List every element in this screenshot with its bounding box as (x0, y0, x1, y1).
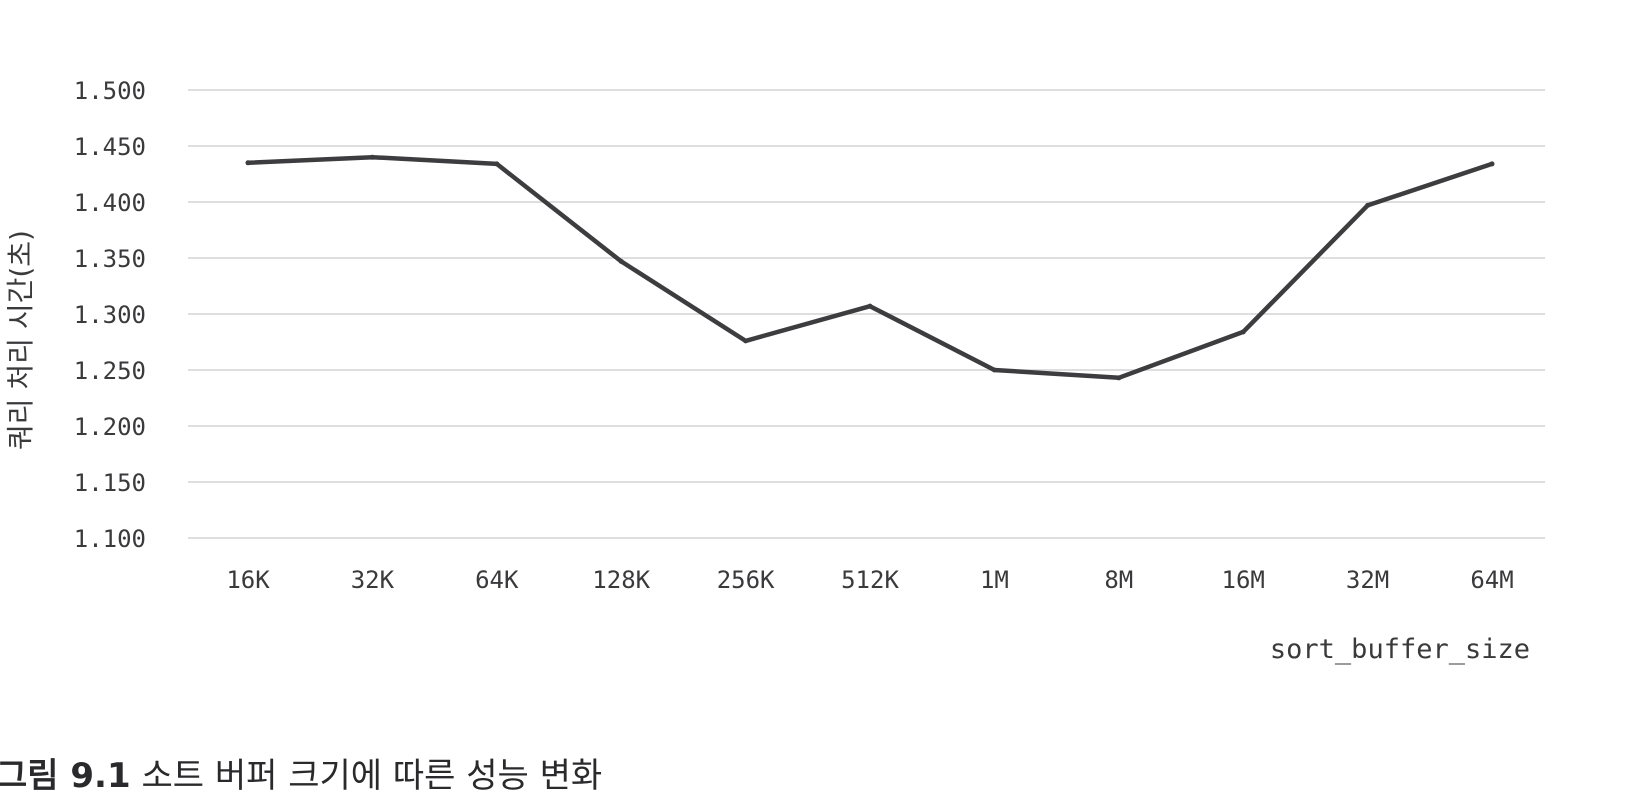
y-tick-label: 1.500 (74, 77, 146, 105)
x-axis-title: sort_buffer_size (1270, 634, 1530, 665)
x-tick-label: 32K (351, 566, 395, 594)
data-point (991, 367, 997, 373)
data-point (1365, 202, 1371, 208)
data-point (245, 160, 251, 166)
data-series (245, 154, 1495, 381)
x-tick-label: 32M (1346, 566, 1389, 594)
figure-caption: 그림 9.1 소트 버퍼 크기에 따른 성능 변화 (0, 748, 602, 797)
caption-label: 그림 9.1 (0, 756, 131, 796)
y-tick-label: 1.300 (74, 301, 146, 329)
data-point (1240, 329, 1246, 335)
data-point (494, 161, 500, 167)
data-point (867, 303, 873, 309)
y-axis-ticks: 1.500 1.450 1.400 1.350 1.300 1.250 1.200 1.150… (74, 77, 146, 553)
line-chart: 1.500 1.450 1.400 1.350 1.300 1.250 1.200 1.150… (4, 77, 1545, 665)
series-line (245, 154, 1495, 381)
data-point (1489, 161, 1495, 167)
x-tick-label: 64K (475, 566, 519, 594)
y-tick-label: 1.200 (74, 413, 146, 441)
data-point (743, 338, 749, 344)
x-tick-label: 16M (1222, 566, 1265, 594)
data-point (618, 258, 624, 264)
data-point (1116, 375, 1122, 381)
y-tick-label: 1.400 (74, 189, 146, 217)
x-axis-ticks: 16K 32K 64K 128K 256K 512K 1M 8M 16M 32M 64M (226, 566, 1513, 594)
x-tick-label: 16K (226, 566, 270, 594)
y-tick-label: 1.100 (74, 525, 146, 553)
y-tick-label: 1.150 (74, 469, 146, 497)
gridlines (188, 89, 1545, 539)
x-tick-label: 64M (1470, 566, 1513, 594)
x-tick-label: 1M (980, 566, 1009, 594)
caption-text: 소트 버퍼 크기에 따른 성능 변화 (141, 756, 603, 796)
x-tick-label: 8M (1104, 566, 1133, 594)
y-axis-title: 쿼리 처리 시간(초) (4, 230, 37, 450)
data-point (369, 154, 375, 160)
x-tick-label: 128K (592, 566, 650, 594)
y-tick-label: 1.250 (74, 357, 146, 385)
y-tick-label: 1.450 (74, 133, 146, 161)
x-tick-label: 512K (841, 566, 899, 594)
y-tick-label: 1.350 (74, 245, 146, 273)
x-tick-label: 256K (717, 566, 775, 594)
